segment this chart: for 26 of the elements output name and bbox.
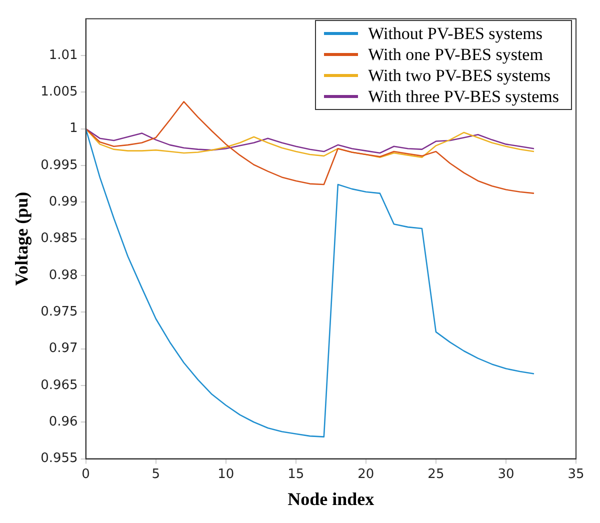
y-tick-label: 1.005 xyxy=(40,84,78,100)
y-tick-label: 0.96 xyxy=(48,414,78,430)
x-tick-label: 10 xyxy=(218,466,234,482)
x-tick-label: 25 xyxy=(428,466,444,482)
x-tick-label: 30 xyxy=(498,466,514,482)
legend-label: With two PV-BES systems xyxy=(368,65,551,86)
y-tick-label: 1 xyxy=(70,121,78,136)
y-tick-label: 0.985 xyxy=(40,231,78,246)
y-tick-label: 0.98 xyxy=(48,268,78,283)
y-tick-label: 0.965 xyxy=(40,378,78,393)
x-tick-label: 5 xyxy=(152,466,160,482)
legend-label: With one PV-BES system xyxy=(368,44,543,65)
y-tick-label: 1.01 xyxy=(48,48,78,63)
x-tick-label: 20 xyxy=(358,466,374,482)
x-tick-label: 35 xyxy=(568,466,584,482)
y-tick-label: 0.955 xyxy=(40,451,78,466)
y-tick-label: 0.97 xyxy=(48,341,78,356)
x-tick-label: 15 xyxy=(288,466,304,482)
y-axis-title: Voltage (pu) xyxy=(11,192,32,286)
legend-label: With three PV-BES systems xyxy=(368,86,559,107)
y-tick-label: 0.995 xyxy=(40,158,78,173)
x-tick-label: 0 xyxy=(82,466,90,482)
legend-label: Without PV-BES systems xyxy=(368,23,542,44)
y-tick-label: 0.99 xyxy=(48,194,78,210)
x-axis-title: Node index xyxy=(288,488,374,509)
y-tick-label: 0.975 xyxy=(40,304,78,320)
